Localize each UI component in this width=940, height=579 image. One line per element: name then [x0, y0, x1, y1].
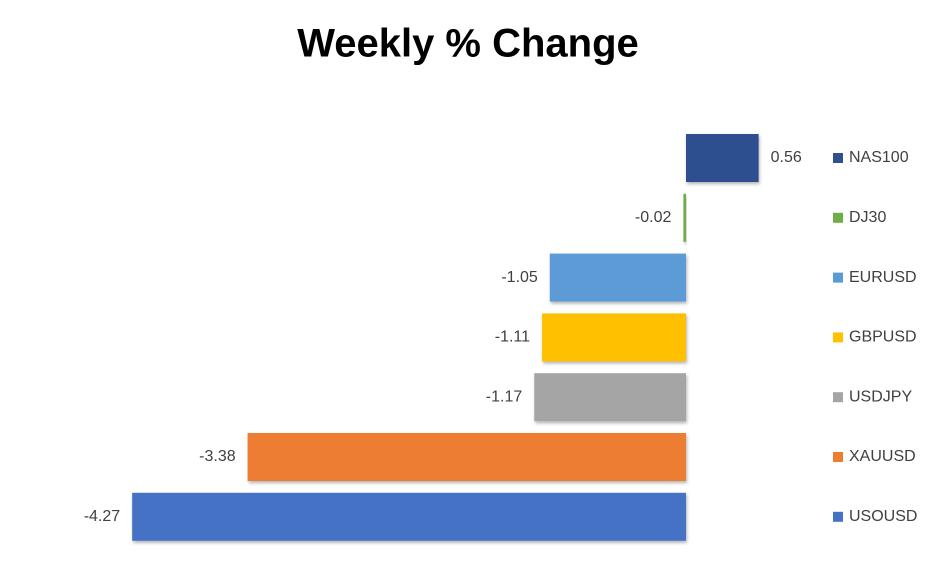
legend-label: XAUUSD [849, 448, 916, 465]
data-label: -1.17 [486, 388, 523, 405]
bar [686, 134, 759, 182]
chart-title: Weekly % Change [297, 22, 639, 66]
legend-swatch [833, 452, 843, 462]
data-label: -1.11 [495, 329, 530, 346]
legend-label: EURUSD [849, 269, 917, 286]
legend-swatch [833, 332, 843, 343]
legend-label: USDJPY [849, 388, 912, 405]
bar [549, 253, 686, 302]
bar [542, 313, 686, 362]
legend-label: USOUSD [849, 508, 917, 525]
data-label: -0.02 [635, 209, 672, 226]
bar [683, 193, 686, 242]
legend-swatch [833, 392, 843, 403]
data-label: -1.05 [501, 269, 538, 286]
legend-swatch [833, 153, 843, 163]
legend-swatch [833, 511, 843, 522]
data-label: 0.56 [771, 149, 802, 166]
bar [132, 492, 686, 541]
data-label: -4.27 [84, 508, 121, 525]
bar [534, 373, 686, 422]
legend-swatch [833, 212, 843, 223]
data-label: -3.38 [199, 448, 236, 465]
bar [247, 433, 686, 481]
legend-label: GBPUSD [849, 329, 917, 346]
legend-label: NAS100 [849, 149, 909, 166]
legend-label: DJ30 [849, 209, 886, 226]
legend-swatch [833, 272, 843, 283]
